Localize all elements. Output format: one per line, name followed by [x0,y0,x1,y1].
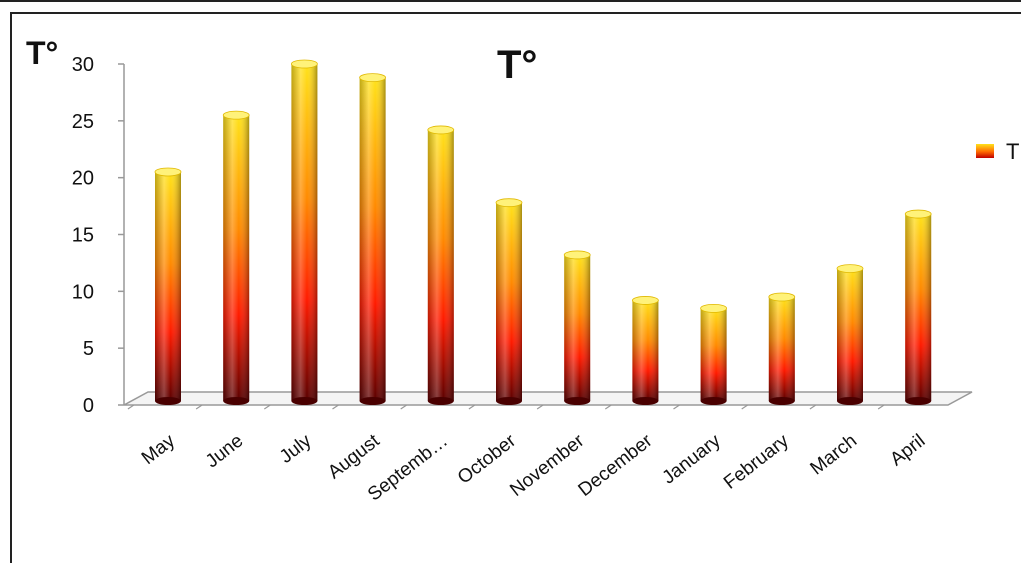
x-tick-label: November [506,430,589,501]
bar-shading [768,297,795,401]
floor-plane [123,391,973,406]
bar-cap [154,167,182,177]
bar-base [223,397,250,405]
bar-base [768,397,795,405]
bar [359,73,387,405]
bar [427,125,455,405]
bar [904,209,932,405]
bar-shading [223,115,250,402]
bar-cap [700,303,727,313]
bar [222,110,250,405]
y-tick-labels: 0 5 10 15 20 25 30 [72,54,94,417]
y-axis-title: T° [26,35,58,71]
bar [290,59,318,405]
x-tick-mark [673,404,680,410]
bar-shading [155,171,181,401]
x-tick-label: June [202,430,247,472]
x-tick-label: April [886,430,929,470]
bar-shading [359,77,386,401]
bar-base [905,397,932,405]
x-tick-mark [809,404,817,410]
y-tick-label: 10 [72,281,94,303]
bar [154,167,182,405]
x-tick-label: December [574,430,657,501]
x-tick-label: January [658,430,725,488]
bar-shading [564,254,591,401]
bar-base [427,397,454,405]
top-border [0,0,1021,2]
y-tick-label: 0 [83,395,94,417]
bar-base [496,397,522,405]
bar-cap [495,198,523,208]
bar-cap [359,73,387,83]
bar-shading [700,308,727,401]
bar-cap [836,264,864,274]
bar-cap [904,209,932,219]
bar [563,250,591,405]
x-tick-label: August [324,430,384,483]
bar [768,292,796,405]
bar-shading [291,64,318,401]
chart-frame [10,12,1021,563]
bar-shading [632,300,659,401]
x-tick-mark [536,404,544,410]
x-tick-mark [741,404,749,410]
bar [495,198,523,405]
x-tick-mark [877,404,885,410]
x-tick-mark [468,404,476,410]
bar-shading [837,268,863,401]
bar-shading [496,202,522,401]
x-tick-mark [127,404,135,410]
y-tick-label: 5 [83,338,94,360]
bar-cap [427,125,455,135]
x-tick-label: February [720,430,793,494]
bar-base [155,397,181,405]
bar-shading [427,129,454,401]
y-tick-label: 15 [72,225,94,247]
bar-cap [290,59,318,69]
bar-base [359,397,386,405]
bar-cap [632,296,659,305]
bar-base [291,397,318,405]
y-tick-label: 30 [72,54,94,76]
y-tick-label: 20 [72,168,94,190]
bar-base [564,397,591,405]
axes [118,63,973,410]
bars [154,59,932,405]
x-tick-mark [604,404,612,410]
x-tick-label: May [138,430,180,469]
x-tick-label: March [807,430,862,479]
legend-swatch [976,144,994,158]
bar-cap [222,110,250,120]
bar [836,264,864,405]
bar-cap [563,250,591,260]
legend: T [976,139,1019,164]
chart-title: T° [497,43,537,87]
bar-base [837,397,863,405]
bar [632,296,659,405]
bar [700,303,727,405]
legend-label: T [1006,139,1019,164]
y-tick-label: 25 [72,111,94,133]
x-tick-mark [195,404,203,410]
bar-base [632,397,659,405]
x-tick-mark [400,404,408,410]
bar-base [700,397,727,405]
x-tick-mark [263,404,271,410]
bar-cap [768,292,796,302]
x-tick-label: July [276,430,316,468]
x-tick-mark [332,404,339,410]
bar-shading [905,214,932,401]
